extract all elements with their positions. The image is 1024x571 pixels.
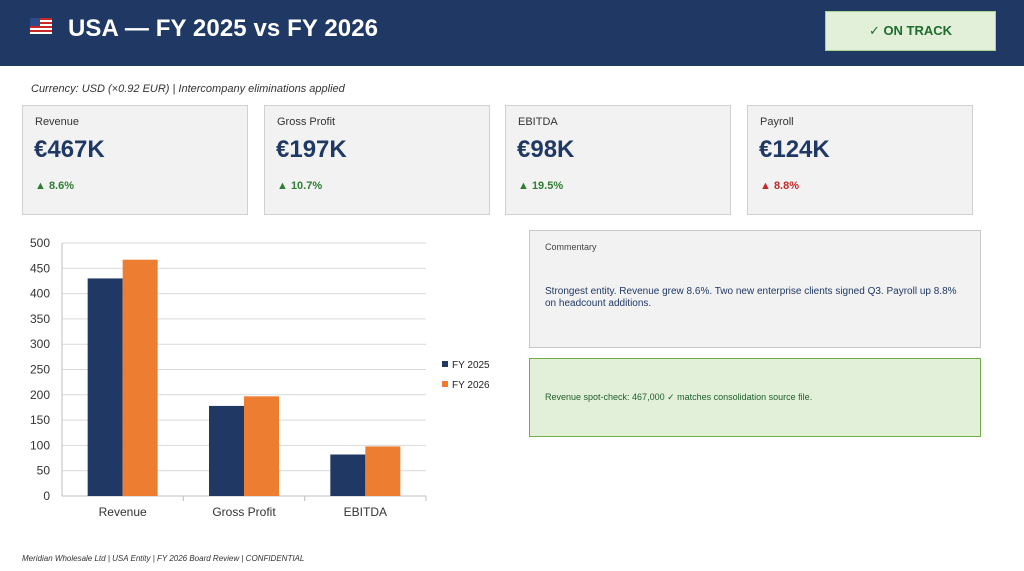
y-tick-label: 200: [30, 388, 50, 402]
currency-note: Currency: USD (×0.92 EUR) | Intercompany…: [31, 83, 345, 95]
x-category-label: Revenue: [99, 505, 147, 519]
y-tick-label: 0: [43, 489, 50, 503]
y-tick-label: 150: [30, 413, 50, 427]
y-tick-label: 400: [30, 287, 50, 301]
kpi-label: Payroll: [760, 116, 794, 128]
legend-label: FY 2026: [452, 380, 490, 391]
footer-text: Meridian Wholesale Ltd | USA Entity | FY…: [22, 554, 305, 563]
bar-fy-2025-gross-profit: [209, 405, 244, 496]
kpi-card-gross-profit: Gross Profit €197K ▲ 10.7%: [264, 105, 490, 215]
kpi-delta: ▲ 19.5%: [518, 180, 564, 192]
bar-fy-2025-ebitda: [330, 454, 366, 496]
bar-fy-2026-gross-profit: [244, 396, 279, 496]
page-title: USA — FY 2025 vs FY 2026: [68, 15, 379, 42]
x-category-label: EBITDA: [344, 505, 387, 519]
bar-chart: 0 50 100 150 200 250 300 350 400 450 500 Revenue Gro…: [30, 236, 490, 519]
kpi-delta: ▲ 10.7%: [277, 180, 323, 192]
kpi-card-revenue: Revenue €467K ▲ 8.6%: [22, 105, 248, 215]
legend-swatch: [442, 381, 448, 387]
y-tick-label: 350: [30, 312, 50, 326]
legend-swatch: [442, 361, 448, 367]
kpi-delta: ▲ 8.8%: [760, 180, 800, 192]
spot-check-text: Revenue spot-check: 467,000 ✓ matches co…: [545, 392, 813, 402]
header-bar: USA — FY 2025 vs FY 2026 ✓ ON TRACK: [0, 0, 1024, 66]
spot-check-panel: Revenue spot-check: 467,000 ✓ matches co…: [529, 358, 981, 437]
kpi-delta: ▲ 8.6%: [35, 180, 75, 192]
kpi-label: Revenue: [35, 116, 80, 128]
kpi-value: €467K: [34, 136, 105, 163]
y-tick-label: 250: [30, 363, 50, 377]
y-tick-label: 100: [30, 438, 50, 452]
kpi-value: €124K: [759, 136, 830, 163]
bar-fy-2025-revenue: [87, 278, 123, 496]
commentary-title: Commentary: [545, 242, 597, 252]
commentary-panel: Commentary Strongest entity. Revenue gre…: [529, 230, 981, 348]
kpi-card-ebitda: EBITDA €98K ▲ 19.5%: [505, 105, 731, 215]
y-tick-label: 500: [30, 236, 50, 250]
status-badge: ✓ ON TRACK: [825, 11, 996, 51]
legend-label: FY 2025: [452, 360, 490, 371]
commentary-text: Strongest entity. Revenue grew 8.6%. Two…: [545, 286, 957, 309]
kpi-label: EBITDA: [518, 116, 558, 128]
us-flag-icon: [30, 18, 52, 34]
kpi-card-payroll: Payroll €124K ▲ 8.8%: [747, 105, 973, 215]
bar-fy-2026-ebitda: [365, 446, 401, 496]
y-tick-label: 300: [30, 337, 50, 351]
bar-fy-2026-revenue: [122, 259, 158, 496]
kpi-value: €98K: [517, 136, 575, 163]
x-category-label: Gross Profit: [212, 505, 276, 519]
kpi-value: €197K: [276, 136, 347, 163]
y-tick-label: 50: [37, 464, 51, 478]
kpi-label: Gross Profit: [277, 116, 336, 128]
y-tick-label: 450: [30, 261, 50, 275]
